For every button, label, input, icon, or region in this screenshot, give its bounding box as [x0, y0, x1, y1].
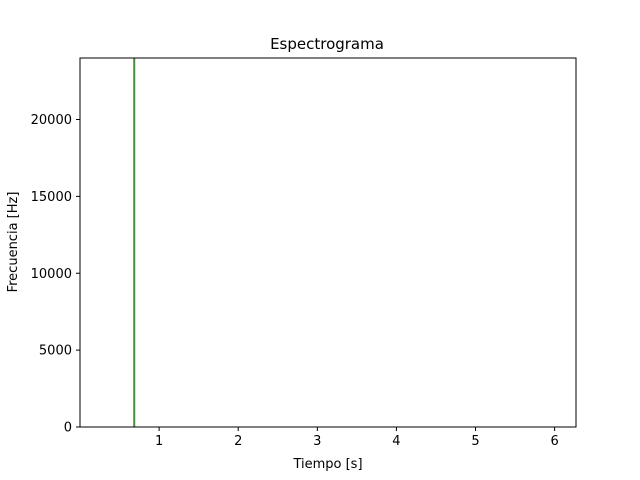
x-tick-label: 6: [551, 434, 559, 449]
y-tick-label: 10000: [31, 267, 72, 282]
chart-title: Espectrograma: [270, 35, 384, 53]
x-tick-label: 5: [471, 434, 479, 449]
x-tick-label: 3: [313, 434, 321, 449]
y-tick-label: 20000: [31, 113, 72, 128]
x-axis-label: Tiempo [s]: [292, 457, 362, 472]
x-tick-label: 4: [392, 434, 400, 449]
x-tick-label: 1: [155, 434, 163, 449]
y-tick-label: 15000: [31, 190, 72, 205]
y-axis-ticks: 0 5000 10000 15000 20000: [31, 113, 80, 436]
y-axis-label: Frecuencia [Hz]: [6, 192, 21, 293]
series-layer: [133, 58, 136, 427]
plot-area-frame: [79, 57, 577, 428]
y-tick-label: 5000: [39, 344, 72, 359]
y-tick-label: 0: [64, 421, 72, 436]
x-tick-label: 2: [234, 434, 242, 449]
x-axis-ticks: 1 2 3 4 5 6: [155, 427, 559, 449]
